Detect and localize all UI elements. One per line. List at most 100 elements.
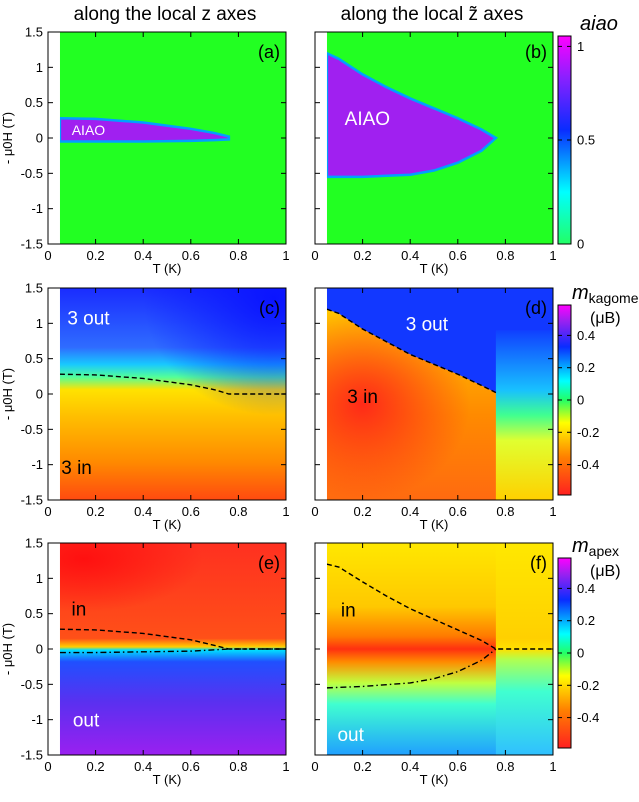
right-region xyxy=(495,330,553,500)
panel-c: 3 out 3 in (c) 0 0.2 0.4 0.6 0.8 1 1.5 1 0.5 0 -0.5 -1… xyxy=(0,281,290,533)
y-tick-label: 1 xyxy=(36,316,43,331)
x-tick-label: 0.4 xyxy=(401,248,419,263)
dashed-line xyxy=(59,373,286,395)
plot-area: 3 out 3 in xyxy=(59,288,286,500)
plot-area: AIAO xyxy=(326,32,553,244)
colorbar-tick-label: 0.4 xyxy=(577,328,595,343)
colorbar-title-sub: apex xyxy=(589,543,619,559)
y-tick-label: 0.5 xyxy=(25,351,43,366)
colorbar-tick-label: 0 xyxy=(577,393,584,408)
annotation: 3 out xyxy=(406,314,449,335)
x-tick-label: 0.2 xyxy=(354,248,372,263)
x-axis-label: T (K) xyxy=(420,517,449,532)
y-tick-label: 1.5 xyxy=(25,25,43,40)
dashed-line xyxy=(59,628,286,650)
y-tick-label: 0 xyxy=(36,131,43,146)
y-tick-label: -0.5 xyxy=(21,422,43,437)
y-tick-label: 1.5 xyxy=(25,281,43,296)
x-tick-label: 0.6 xyxy=(182,759,200,774)
x-tick-label: 0 xyxy=(44,759,51,774)
plot-area: in out xyxy=(59,543,286,755)
panel-d: 3 out 3 in (d) 0 0.2 0.4 0.6 0.8 1 T (K) xyxy=(311,287,557,532)
x-tick-label: 0.8 xyxy=(496,759,514,774)
colorbar-1: 1 0.5 0 aiao xyxy=(557,13,618,252)
panel-label: (d) xyxy=(525,298,547,318)
blank-strip xyxy=(48,32,60,244)
panel-f: in out (f) 0 0.2 0.4 0.6 0.8 1 T (K) xyxy=(311,542,557,787)
panel-label: (e) xyxy=(258,553,280,573)
x-axis-label: T (K) xyxy=(420,772,449,787)
x-tick-label: 0.2 xyxy=(87,759,105,774)
annotation: in xyxy=(72,600,87,621)
colorbar-tick-label: -0.2 xyxy=(577,425,599,440)
dashdot-line xyxy=(326,648,497,689)
panel-label: (c) xyxy=(259,298,280,318)
y-tick-label: -0.5 xyxy=(21,166,43,181)
blank-strip xyxy=(48,288,60,500)
x-tick-label: 0 xyxy=(311,504,318,519)
y-tick-label: 1 xyxy=(36,60,43,75)
x-tick-label: 1 xyxy=(549,504,556,519)
aiao-region xyxy=(59,116,231,143)
panel-label: (b) xyxy=(525,42,547,62)
x-tick-label: 0.4 xyxy=(401,759,419,774)
colorbar-unit: (μB) xyxy=(590,563,621,580)
heatmap-overlay xyxy=(59,543,286,649)
y-tick-label: -1 xyxy=(31,201,43,216)
x-tick-label: 1 xyxy=(549,248,556,263)
x-tick-label: 0.4 xyxy=(134,759,152,774)
x-tick-label: 0 xyxy=(311,759,318,774)
y-tick-label: 1 xyxy=(36,571,43,586)
annotation: out xyxy=(337,725,364,746)
x-tick-label: 1 xyxy=(282,248,289,263)
x-tick-label: 0.4 xyxy=(134,504,152,519)
y-axis-label: - μ0H (T) xyxy=(0,368,15,420)
x-tick-label: 1 xyxy=(282,504,289,519)
blank-strip xyxy=(315,32,327,244)
y-tick-label: -1 xyxy=(31,457,43,472)
y-tick-label: -0.5 xyxy=(21,677,43,692)
colorbar-tick-label: -0.2 xyxy=(577,678,599,693)
plot-area: 3 out 3 in xyxy=(326,288,553,500)
colorbars: 10.50aiao0.40.20-0.2-0.4mkagome(μB)0.40.… xyxy=(557,13,639,749)
colorbar-unit: (μB) xyxy=(590,310,621,327)
y-tick-label: -1.5 xyxy=(21,748,43,763)
colorbar-title-sub: kagome xyxy=(589,290,639,306)
heatmap-overlay xyxy=(59,288,286,500)
x-axis-label: T (K) xyxy=(153,772,182,787)
y-tick-label: 1.5 xyxy=(25,536,43,551)
panel-a: AIAO (a) 0 0.2 0.4 0.6 0.8 1 1.5 1 0.5 0 -0.5 -1 -1.5 T… xyxy=(0,25,290,277)
blank-strip xyxy=(315,288,327,500)
x-tick-label: 0.6 xyxy=(449,759,467,774)
dashdot-line xyxy=(59,648,286,654)
panel-b: AIAO (b) 0 0.2 0.4 0.6 0.8 1 T (K) xyxy=(311,31,557,276)
y-tick-label: -1.5 xyxy=(21,237,43,252)
y-axis-label: - μ0H (T) xyxy=(0,112,15,164)
x-tick-label: 0.6 xyxy=(449,504,467,519)
header-left: along the local z axes xyxy=(74,4,257,25)
annotation: in xyxy=(341,600,356,621)
colorbar-tick-label: 0.2 xyxy=(577,360,595,375)
x-tick-label: 0.2 xyxy=(87,248,105,263)
dashed-line xyxy=(326,308,497,394)
colorbar-title: mapex xyxy=(572,535,619,559)
x-tick-label: 0.2 xyxy=(354,759,372,774)
region-label: AIAO xyxy=(345,109,390,130)
panel-e: in out (e) 0 0.2 0.4 0.6 0.8 1 1.5 1 0.5 0 -0.5 -1 -1.5… xyxy=(0,536,290,788)
colorbar-tick-label: 1 xyxy=(577,39,584,54)
colorbar-tick-label: 0.2 xyxy=(577,613,595,628)
x-tick-label: 0.6 xyxy=(182,248,200,263)
x-axis-label: T (K) xyxy=(153,261,182,276)
panel-label: (a) xyxy=(258,42,280,62)
x-tick-label: 0.4 xyxy=(401,504,419,519)
x-tick-label: 0.8 xyxy=(229,504,247,519)
colorbar-title: aiao xyxy=(580,13,618,35)
blank-strip xyxy=(48,543,60,755)
x-tick-label: 0.8 xyxy=(229,248,247,263)
annotation: out xyxy=(73,711,100,732)
dashed-line xyxy=(326,563,553,650)
x-tick-label: 0.4 xyxy=(134,248,152,263)
y-tick-label: 0 xyxy=(36,642,43,657)
x-tick-label: 0.8 xyxy=(496,504,514,519)
